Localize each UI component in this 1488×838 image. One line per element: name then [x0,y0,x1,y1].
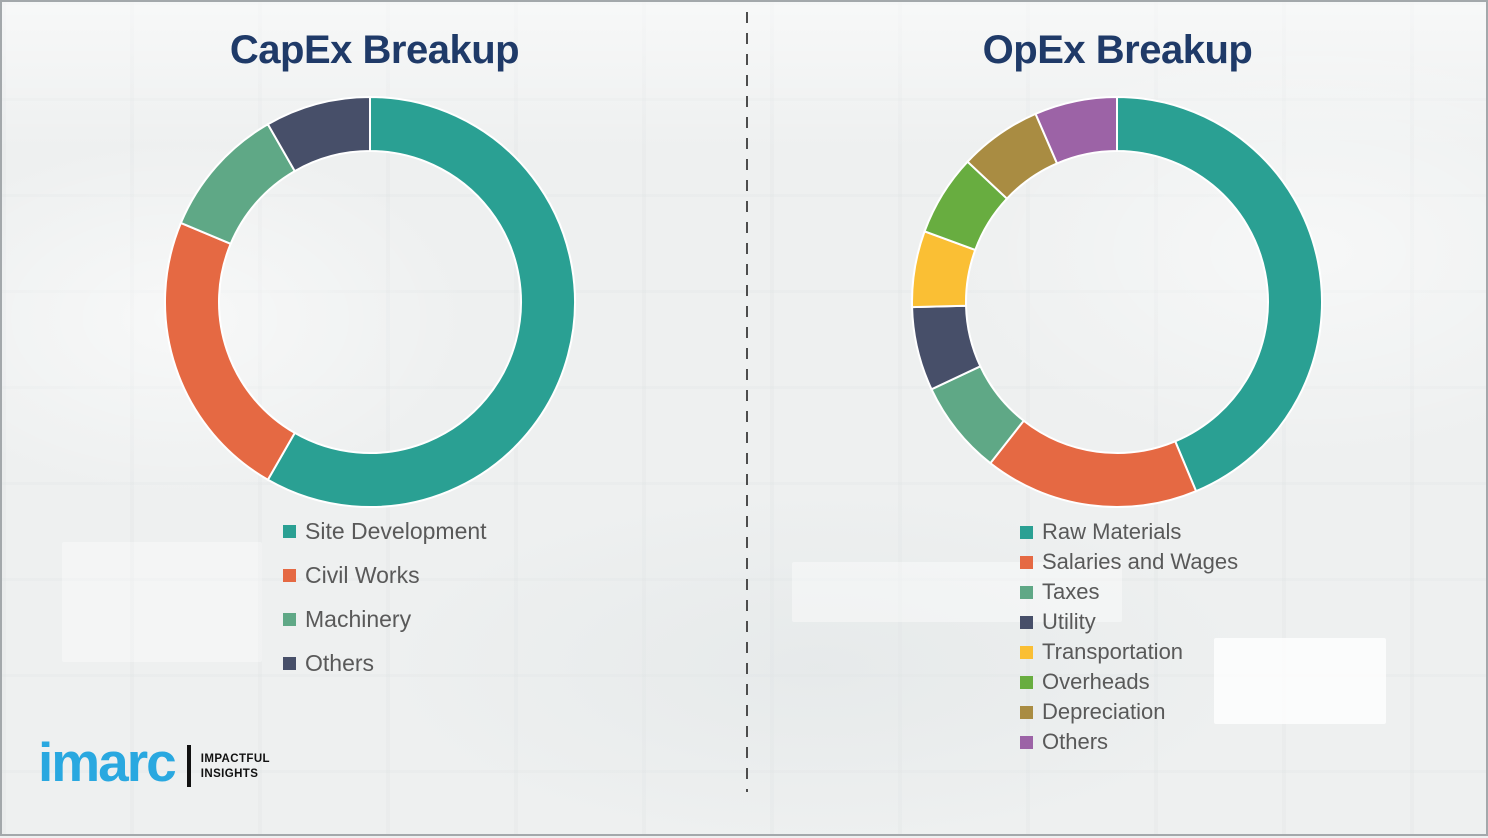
legend-item-raw-materials: Raw Materials [1020,517,1238,547]
legend-label-overheads: Overheads [1042,669,1150,694]
legend-label-site-development: Site Development [305,517,487,544]
donut-segment-civil-works [164,221,297,482]
donut-segment-raw-materials [1116,95,1323,493]
capex-legend: Site Development Civil Works Machinery Othe… [283,509,487,685]
legend-label-others: Others [305,649,375,676]
legend-item-civil-works: Civil Works [283,553,487,597]
legend-swatch-taxes [1020,586,1033,599]
capex-title: CapEx Breakup [229,28,520,72]
legend-item-utility: Utility [1020,607,1238,637]
legend-swatch-site-development [283,525,296,538]
legend-item-others: Others [1020,727,1238,757]
opex-legend: Raw Materials Salaries and Wages Taxes Util… [1020,517,1238,757]
opex-title: OpEx Breakup [982,28,1253,72]
legend-swatch-overheads [1020,676,1033,689]
background-photo-texture [1214,638,1386,724]
opex-donut-chart [911,95,1323,508]
legend-swatch-others [1020,736,1033,749]
logo-tagline-line1: IMPACTFUL [200,752,270,765]
donut-segment-salaries-and-wages [988,419,1198,508]
legend-label-taxes: Taxes [1042,579,1100,604]
legend-label-salaries-and-wages: Salaries and Wages [1042,549,1239,574]
legend-label-others: Others [1042,729,1109,754]
legend-label-raw-materials: Raw Materials [1042,519,1182,544]
legend-swatch-salaries-and-wages [1020,556,1033,569]
legend-swatch-utility [1020,616,1033,629]
legend-swatch-depreciation [1020,706,1033,719]
legend-item-taxes: Taxes [1020,577,1238,607]
legend-swatch-machinery [283,613,296,626]
dashed-divider [746,12,748,792]
legend-item-salaries-and-wages: Salaries and Wages [1020,547,1238,577]
legend-item-site-development: Site Development [283,509,487,553]
background-photo-texture [62,542,262,662]
imarc-logo-text: imarc [38,731,177,793]
opex-panel: OpEx Breakup Raw Materials Salaries and W… [747,2,1488,838]
legend-label-utility: Utility [1042,609,1096,634]
legend-swatch-raw-materials [1020,526,1033,539]
legend-label-civil-works: Civil Works [305,561,420,588]
logo-tagline: IMPACTFUL INSIGHTS [201,752,270,782]
legend-item-transportation: Transportation [1020,637,1238,667]
imarc-logo: imarc IMPACTFUL INSIGHTS [38,731,270,793]
background-photo-texture [792,562,1122,622]
legend-item-others: Others [283,641,487,685]
legend-label-machinery: Machinery [305,605,412,632]
legend-swatch-civil-works [283,569,296,582]
capex-donut-chart [164,95,577,508]
legend-swatch-others [283,657,296,670]
capex-panel: CapEx Breakup Site Development Civil Work… [2,2,747,838]
logo-tagline-line2: INSIGHTS [200,767,259,780]
legend-label-depreciation: Depreciation [1042,699,1166,724]
logo-divider-bar [186,744,191,787]
legend-item-machinery: Machinery [283,597,487,641]
donut-segment-others [266,95,371,173]
legend-label-transportation: Transportation [1042,639,1184,664]
donut-segment-site-development [266,95,577,508]
legend-item-depreciation: Depreciation [1020,697,1238,727]
legend-item-overheads: Overheads [1020,667,1238,697]
donut-segment-others [1034,95,1118,165]
legend-swatch-transportation [1020,646,1033,659]
